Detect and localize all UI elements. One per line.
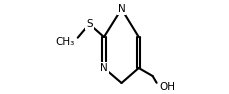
Text: S: S xyxy=(86,19,92,29)
Text: N: N xyxy=(100,63,107,73)
Text: N: N xyxy=(117,4,125,14)
Text: CH₃: CH₃ xyxy=(55,37,74,47)
Text: OH: OH xyxy=(158,82,174,92)
